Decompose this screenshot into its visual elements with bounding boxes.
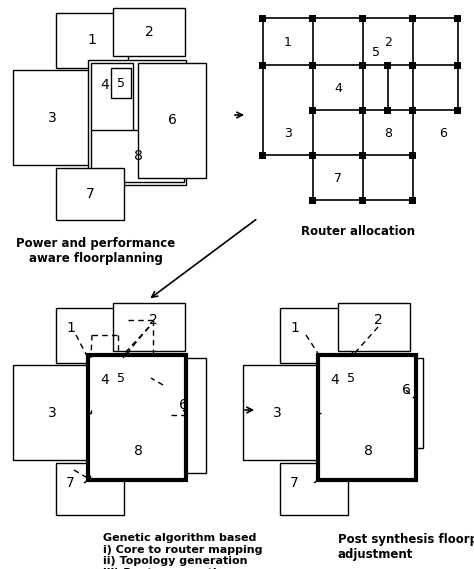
Bar <box>338 303 410 351</box>
Text: 2: 2 <box>374 313 383 327</box>
Bar <box>310 14 317 22</box>
Bar <box>91 63 133 131</box>
Bar <box>359 14 366 22</box>
Text: 8: 8 <box>134 444 143 458</box>
Bar <box>91 358 133 426</box>
Bar <box>455 14 462 22</box>
Bar <box>318 355 416 480</box>
Text: 7: 7 <box>65 476 74 490</box>
Text: 2: 2 <box>149 313 157 327</box>
Bar <box>56 463 124 515</box>
Bar <box>410 61 417 68</box>
Text: 5: 5 <box>117 76 125 89</box>
Text: 4: 4 <box>334 81 342 94</box>
Text: 8: 8 <box>364 444 373 458</box>
Bar <box>321 358 363 426</box>
Bar <box>138 63 206 178</box>
Bar <box>310 106 317 113</box>
Text: 7: 7 <box>334 171 342 184</box>
Bar <box>243 365 321 460</box>
Bar <box>321 425 414 477</box>
Bar <box>359 151 366 159</box>
Text: 3: 3 <box>47 406 56 420</box>
Text: 6: 6 <box>168 113 176 127</box>
Bar <box>359 106 366 113</box>
Text: 8: 8 <box>134 149 143 163</box>
Bar <box>138 358 206 473</box>
Text: 3: 3 <box>284 126 292 139</box>
Text: 6: 6 <box>439 126 447 139</box>
Bar <box>410 106 417 113</box>
Text: 6: 6 <box>179 398 187 412</box>
Bar <box>384 106 392 113</box>
Bar <box>310 151 317 159</box>
Bar <box>259 61 266 68</box>
Text: Genetic algorithm based
i) Core to router mapping
ii) Topology generation
iii) R: Genetic algorithm based i) Core to route… <box>103 533 263 569</box>
Bar <box>410 14 417 22</box>
Bar <box>13 365 91 460</box>
Bar <box>359 61 366 68</box>
Bar <box>384 61 392 68</box>
Bar <box>56 308 128 363</box>
Bar <box>280 308 352 363</box>
Bar <box>455 106 462 113</box>
Bar <box>56 13 128 68</box>
Text: 5: 5 <box>117 372 125 385</box>
Bar <box>455 61 462 68</box>
Text: 5: 5 <box>347 372 355 385</box>
Bar <box>259 151 266 159</box>
Bar <box>410 151 417 159</box>
Text: 1: 1 <box>88 33 96 47</box>
Bar <box>341 363 361 393</box>
Text: 7: 7 <box>86 187 94 201</box>
Bar <box>310 61 317 68</box>
Bar <box>111 68 131 98</box>
Bar <box>91 425 184 477</box>
Text: 4: 4 <box>100 78 109 92</box>
Bar <box>368 358 423 448</box>
Bar <box>259 14 266 22</box>
Text: 3: 3 <box>273 406 282 420</box>
Text: 4: 4 <box>331 373 339 387</box>
Text: 2: 2 <box>384 35 392 48</box>
Text: Power and performance
aware floorplanning: Power and performance aware floorplannin… <box>17 237 176 265</box>
Bar <box>91 130 184 182</box>
Bar <box>88 355 186 480</box>
Bar <box>310 196 317 204</box>
Text: 2: 2 <box>145 25 154 39</box>
Bar <box>113 303 185 351</box>
Text: Post synthesis floorplan
adjustment: Post synthesis floorplan adjustment <box>338 533 474 561</box>
Text: 7: 7 <box>290 476 298 490</box>
Bar <box>359 196 366 204</box>
Text: 6: 6 <box>401 383 410 397</box>
Text: 5: 5 <box>372 46 380 59</box>
Bar <box>280 463 348 515</box>
Bar <box>111 363 131 393</box>
Bar <box>113 8 185 56</box>
Text: 1: 1 <box>291 321 300 335</box>
Bar <box>56 168 124 220</box>
Text: 3: 3 <box>47 111 56 125</box>
Text: 1: 1 <box>284 35 292 48</box>
Text: 4: 4 <box>100 373 109 387</box>
Text: 8: 8 <box>384 126 392 139</box>
Bar <box>88 60 186 185</box>
Bar <box>13 70 91 165</box>
Text: Router allocation: Router allocation <box>301 225 415 238</box>
Text: 1: 1 <box>66 321 75 335</box>
Bar <box>410 196 417 204</box>
